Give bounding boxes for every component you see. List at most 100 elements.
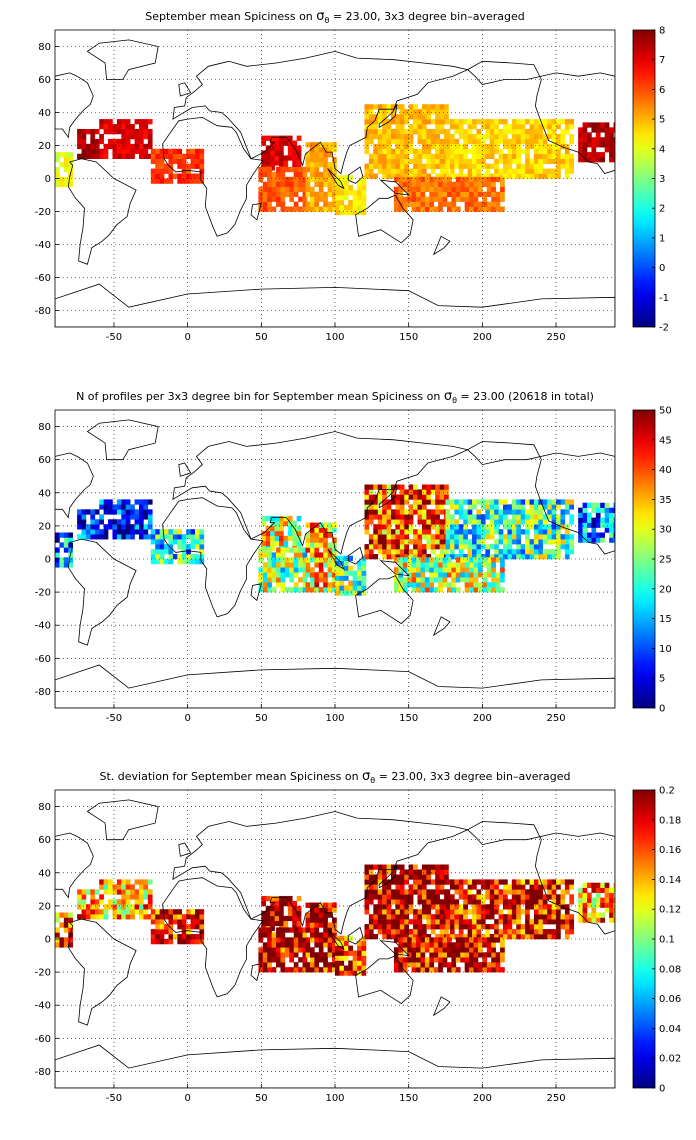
heatmap-cell bbox=[314, 577, 320, 583]
heatmap-cell bbox=[464, 947, 470, 953]
heatmap-cell bbox=[511, 929, 517, 935]
heatmap-cell bbox=[473, 181, 479, 188]
heatmap-cell bbox=[274, 905, 280, 912]
heatmap-cell bbox=[314, 181, 320, 188]
heatmap-cell bbox=[426, 554, 432, 560]
heatmap-cell bbox=[391, 129, 396, 135]
heatmap-cell bbox=[494, 519, 499, 525]
heatmap-cell bbox=[289, 957, 295, 963]
heatmap-cell bbox=[130, 914, 135, 920]
heatmap-cell bbox=[292, 535, 297, 542]
heatmap-cell bbox=[77, 904, 82, 910]
heatmap-cell bbox=[68, 917, 73, 923]
heatmap-cell bbox=[404, 534, 409, 540]
heatmap-cell bbox=[399, 914, 405, 920]
heatmap-cell bbox=[435, 519, 440, 525]
heatmap-cell bbox=[495, 191, 501, 197]
heatmap-cell bbox=[503, 919, 508, 925]
heatmap-cell bbox=[177, 924, 183, 930]
heatmap-cell bbox=[168, 909, 174, 915]
heatmap-cell bbox=[364, 143, 370, 150]
heatmap-cell bbox=[323, 552, 328, 558]
heatmap-cell bbox=[449, 929, 455, 935]
heatmap-cell bbox=[323, 572, 328, 578]
heatmap-cell bbox=[542, 549, 548, 555]
heatmap-cell bbox=[454, 919, 460, 925]
heatmap-cell bbox=[373, 114, 379, 120]
heatmap-cell bbox=[309, 927, 315, 933]
heatmap-cell bbox=[430, 514, 436, 520]
heatmap-cell bbox=[150, 549, 156, 555]
heatmap-cell bbox=[195, 934, 200, 940]
heatmap-cell bbox=[463, 163, 468, 169]
heatmap-cell bbox=[613, 157, 615, 163]
heatmap-cell bbox=[500, 967, 505, 973]
heatmap-cell bbox=[472, 919, 477, 925]
heatmap-cell bbox=[284, 952, 290, 958]
heatmap-cell bbox=[112, 143, 118, 150]
heatmap-cell bbox=[343, 190, 349, 196]
heatmap-cell bbox=[489, 138, 495, 145]
heatmap-cell bbox=[271, 186, 277, 192]
heatmap-cell bbox=[150, 153, 156, 159]
heatmap-cell bbox=[564, 884, 570, 890]
heatmap-cell bbox=[164, 163, 169, 169]
heatmap-cell bbox=[477, 567, 483, 573]
heatmap-cell bbox=[364, 514, 370, 520]
heatmap-cell bbox=[55, 166, 60, 173]
heatmap-cell bbox=[382, 864, 387, 870]
heatmap-cell bbox=[386, 539, 392, 545]
colorbar-tick-label: 1 bbox=[659, 233, 665, 244]
heatmap-cell bbox=[449, 133, 455, 140]
heatmap-cell bbox=[467, 934, 473, 940]
heatmap-cell bbox=[199, 929, 205, 935]
heatmap-cell bbox=[94, 129, 100, 135]
heatmap-cell bbox=[556, 158, 561, 164]
y-tick-label: -40 bbox=[35, 621, 51, 632]
heatmap-cell bbox=[357, 580, 362, 586]
heatmap-cell bbox=[482, 176, 488, 183]
heatmap-cell bbox=[85, 889, 91, 895]
heatmap-cell bbox=[533, 148, 539, 155]
heatmap-cell bbox=[511, 904, 517, 910]
heatmap-cell bbox=[314, 932, 320, 938]
heatmap-cell bbox=[482, 562, 488, 568]
heatmap-cell bbox=[485, 904, 491, 910]
heatmap-cell bbox=[542, 879, 548, 885]
heatmap-cell bbox=[494, 909, 499, 915]
heatmap-cell bbox=[147, 499, 153, 505]
heatmap-cell bbox=[262, 962, 268, 968]
heatmap-cell bbox=[298, 547, 303, 553]
heatmap-cell bbox=[511, 148, 517, 155]
heatmap-cell bbox=[314, 907, 320, 913]
heatmap-cell bbox=[293, 582, 299, 588]
heatmap-cell bbox=[271, 587, 277, 593]
heatmap-cell bbox=[482, 582, 488, 588]
heatmap-cell bbox=[293, 166, 299, 173]
heatmap-cell bbox=[525, 529, 530, 535]
heatmap-cell bbox=[464, 967, 470, 973]
heatmap-cell bbox=[382, 884, 387, 890]
heatmap-cell bbox=[476, 929, 482, 935]
heatmap-cell bbox=[298, 947, 303, 953]
heatmap-cell bbox=[373, 148, 379, 155]
heatmap-cell bbox=[262, 927, 268, 933]
heatmap-cell bbox=[289, 927, 295, 933]
heatmap-cell bbox=[503, 173, 508, 179]
heatmap-cell bbox=[451, 567, 457, 573]
heatmap-cell bbox=[604, 887, 610, 893]
heatmap-cell bbox=[139, 504, 144, 510]
heatmap-cell bbox=[613, 917, 615, 923]
heatmap-cell bbox=[377, 899, 383, 905]
heatmap-cell bbox=[63, 557, 69, 563]
heatmap-cell bbox=[339, 945, 345, 951]
heatmap-cell bbox=[309, 947, 315, 953]
heatmap-cell bbox=[408, 114, 414, 120]
heatmap-cell bbox=[426, 894, 432, 900]
heatmap-cell bbox=[503, 519, 508, 525]
heatmap-cell bbox=[94, 534, 100, 540]
heatmap-cell bbox=[121, 904, 127, 910]
heatmap-cell bbox=[556, 904, 561, 910]
heatmap-cell bbox=[420, 201, 426, 207]
heatmap-cell bbox=[267, 567, 272, 573]
